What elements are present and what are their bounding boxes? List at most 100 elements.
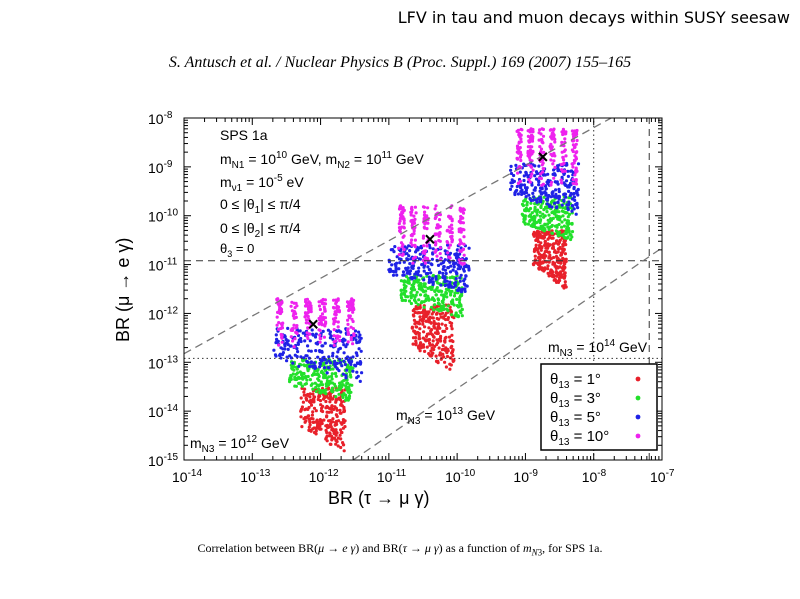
scatter-point (458, 252, 462, 256)
y-tick-label: 10-14 (148, 403, 178, 420)
scatter-point (513, 191, 517, 195)
scatter-point (443, 280, 447, 284)
scatter-point (346, 397, 350, 401)
scatter-point (439, 339, 443, 343)
scatter-point (332, 320, 336, 324)
scatter-point (546, 172, 550, 176)
scatter-point (427, 280, 431, 284)
scatter-point (529, 201, 533, 205)
scatter-point (426, 221, 430, 225)
scatter-point (407, 254, 411, 258)
scatter-point (538, 200, 542, 204)
scatter-point (307, 356, 311, 360)
scatter-point (445, 351, 449, 355)
scatter-point (545, 246, 549, 250)
best-fit-markers (308, 152, 548, 329)
scatter-point (349, 390, 353, 394)
scatter-point (543, 243, 547, 247)
scatter-point (547, 255, 552, 259)
scatter-point (421, 322, 425, 326)
scatter-point (444, 271, 448, 276)
scatter-point (540, 187, 544, 191)
scatter-point (459, 311, 463, 315)
scatter-point (544, 187, 548, 191)
scatter-point (323, 366, 327, 370)
scatter-point (538, 189, 542, 193)
scatter-point (295, 367, 299, 371)
scatter-point (331, 351, 335, 355)
scatter-point (422, 269, 426, 273)
scatter-point (334, 310, 339, 314)
scatter-point (402, 248, 406, 252)
scatter-point (541, 170, 545, 174)
scatter-point (336, 298, 340, 302)
scatter-point (330, 404, 334, 408)
scatter-point (327, 419, 331, 423)
scatter-point (332, 382, 337, 386)
scatter-point (292, 316, 296, 320)
scatter-point (358, 362, 362, 366)
scatter-point (563, 283, 567, 287)
scatter-point (564, 257, 568, 261)
scatter-point (304, 318, 308, 322)
scatter-point (313, 364, 317, 368)
scatter-point (339, 430, 343, 435)
scatter-point (448, 276, 452, 280)
scatter-point (388, 270, 392, 274)
scatter-point (522, 178, 526, 183)
scatter-point (330, 377, 334, 381)
scatter-point (438, 231, 442, 235)
scatter-point (411, 261, 415, 265)
scatter-point (441, 347, 446, 352)
scatter-point (447, 225, 451, 229)
scatter-point (516, 146, 520, 150)
scatter-point (346, 328, 350, 332)
scatter-point (436, 263, 441, 267)
scatter-point (549, 128, 553, 132)
scatter-point (541, 212, 545, 216)
scatter-point (538, 128, 542, 132)
scatter-point (405, 275, 409, 279)
scatter-point (317, 387, 321, 391)
scatter-point (434, 204, 438, 208)
scatter-point (573, 133, 578, 137)
scatter-point (448, 216, 452, 220)
scatter-point (403, 292, 407, 297)
scatter-point (346, 322, 350, 326)
scatter-point (527, 209, 531, 213)
scatter-point (317, 304, 322, 308)
scatter-point (559, 273, 564, 277)
scatter-point (450, 231, 454, 235)
scatter-point (534, 246, 538, 250)
scatter-point (441, 329, 445, 333)
scatter-point (399, 288, 404, 292)
scatter-point (537, 164, 541, 168)
legend-entry-label: θ13 = 1° (550, 371, 601, 391)
scatter-point (448, 339, 452, 343)
scatter-point (566, 235, 570, 239)
scatter-point (509, 181, 513, 185)
scatter-point (437, 302, 441, 306)
scatter-point (526, 151, 530, 155)
scatter-point (555, 214, 559, 218)
scatter-point (414, 336, 418, 340)
scatter-point (426, 296, 431, 301)
scatter-point (454, 270, 458, 274)
scatter-point (306, 336, 310, 341)
scatter-point (427, 275, 431, 279)
scatter-point (410, 264, 414, 268)
scatter-point (563, 274, 567, 278)
scatter-point (335, 414, 339, 419)
scatter-point (336, 350, 340, 354)
scatter-point (337, 392, 341, 396)
scatter-point (324, 399, 328, 404)
scatter-point (409, 219, 413, 223)
scatter-point (522, 183, 527, 187)
scatter-point (314, 409, 318, 413)
scatter-point (332, 328, 336, 332)
scatter-point (557, 203, 562, 207)
scatter-point (347, 308, 351, 313)
scatter-point (560, 225, 564, 229)
scatter-point (311, 417, 315, 421)
